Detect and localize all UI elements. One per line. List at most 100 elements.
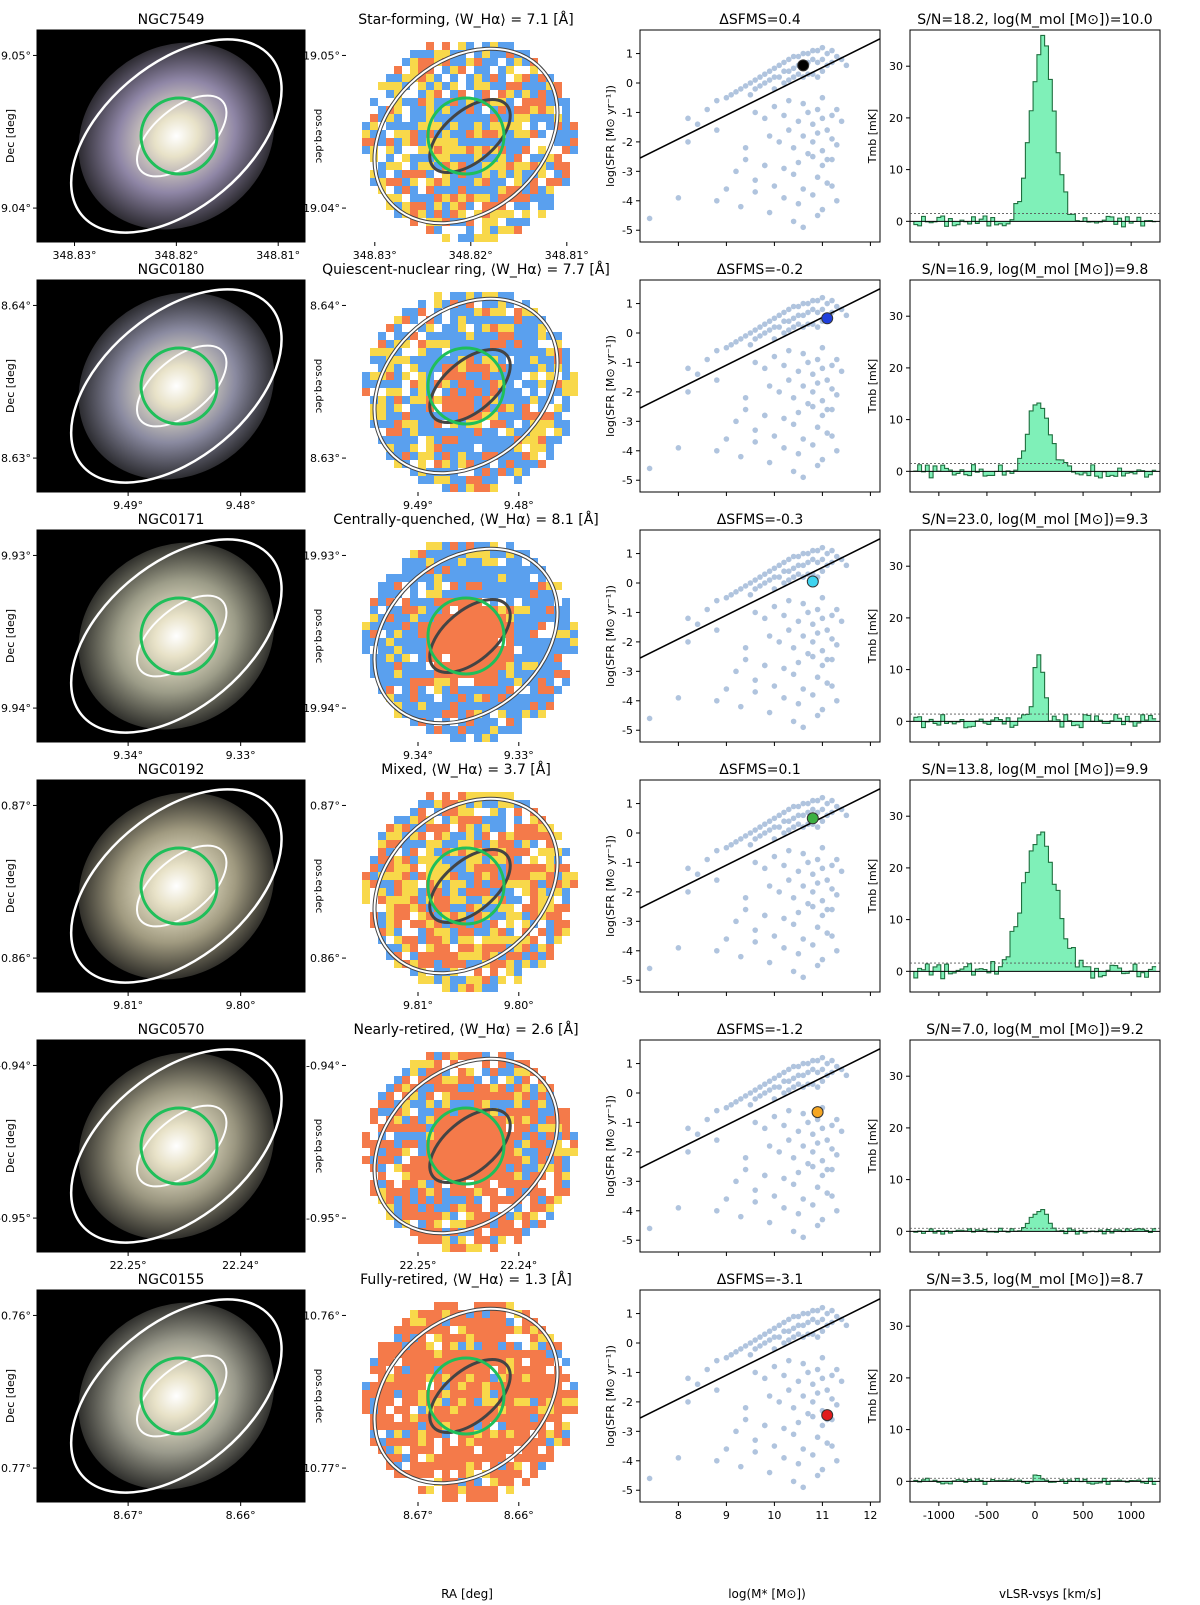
ewha-pixel — [474, 380, 482, 388]
ewha-pixel — [466, 582, 474, 590]
ewha-pixel — [442, 1414, 450, 1422]
ewha-pixel — [498, 380, 506, 388]
ewha-pixel — [514, 864, 522, 872]
ewha-pixel — [474, 476, 482, 484]
sample-point — [814, 630, 821, 636]
ewha-pixel — [410, 598, 418, 606]
ewha-pixel — [482, 1084, 490, 1092]
sample-point — [781, 809, 787, 816]
ewha-pixel — [546, 412, 554, 420]
ewha-pixel — [490, 186, 498, 194]
sample-point — [694, 1381, 701, 1388]
sample-point — [781, 945, 787, 951]
ewha-pixel — [418, 82, 426, 90]
sample-point — [800, 474, 806, 481]
ewha-pixel — [522, 1446, 530, 1454]
dec-axis-label-right: pos.eq.dec — [313, 109, 324, 164]
sample-point — [766, 709, 773, 716]
sfr-tick-label: -5 — [622, 224, 633, 237]
ewha-pixel — [546, 1358, 554, 1366]
ewha-pixel — [498, 574, 506, 582]
ewha-pixel — [538, 1358, 546, 1366]
ewha-pixel — [530, 436, 538, 444]
sample-point — [742, 1416, 749, 1423]
ewha-pixel — [474, 436, 482, 444]
ewha-pixel — [522, 1060, 530, 1068]
ewha-pixel — [394, 372, 402, 380]
ewha-pixel — [490, 1350, 498, 1358]
ewha-pixel — [466, 1446, 474, 1454]
sample-point — [790, 171, 797, 178]
ewha-pixel — [530, 444, 538, 452]
map-dec-tick-label: -0.95° — [306, 1212, 340, 1225]
sample-point — [766, 1328, 773, 1335]
ewha-pixel — [506, 1220, 514, 1228]
ewha-pixel — [458, 646, 466, 654]
sample-point — [776, 1399, 782, 1405]
sample-point — [800, 100, 806, 107]
ewha-pixel — [522, 1108, 530, 1116]
ewha-pixel — [402, 912, 410, 920]
ewha-pixel — [562, 1406, 570, 1414]
ewha-pixel — [458, 1326, 466, 1334]
ewha-pixel — [450, 896, 458, 904]
ewha-pixel — [434, 832, 442, 840]
ewha-pixel — [546, 1350, 554, 1358]
sfr-tick-label: -3 — [622, 415, 633, 428]
sample-point — [714, 947, 720, 954]
ewha-pixel — [506, 968, 514, 976]
ewha-pixel — [434, 1204, 442, 1212]
sample-point — [814, 606, 821, 613]
ewha-pixel — [546, 162, 554, 170]
sample-point — [834, 803, 840, 810]
ewha-class-title: Centrally-quenched, ⟨W_Hα⟩ = 8.1 [Å] — [333, 511, 599, 528]
sample-point — [771, 1325, 778, 1332]
sample-point — [752, 859, 758, 866]
ewha-pixel — [466, 130, 474, 138]
ewha-pixel — [442, 1196, 450, 1204]
sample-point — [762, 321, 768, 327]
ewha-pixel — [514, 824, 522, 832]
sample-point — [776, 62, 782, 69]
ewha-pixel — [562, 364, 570, 372]
ewha-pixel — [506, 1430, 514, 1438]
ewha-pixel — [466, 154, 474, 162]
ewha-pixel — [450, 920, 458, 928]
ewha-pixel — [466, 558, 474, 566]
sample-point — [728, 341, 734, 348]
ewha-pixel — [538, 582, 546, 590]
sample-point — [786, 847, 792, 854]
ewha-pixel — [530, 590, 538, 598]
ewha-pixel — [426, 840, 434, 848]
ewha-pixel — [554, 936, 562, 944]
ewha-pixel — [514, 1116, 522, 1124]
ewha-pixel — [458, 146, 466, 154]
ewha-pixel — [418, 154, 426, 162]
ewha-pixel — [506, 1164, 514, 1172]
ewha-pixel — [434, 412, 442, 420]
ewha-pixel — [466, 1398, 474, 1406]
ewha-pixel — [386, 598, 394, 606]
ewha-pixel — [450, 662, 458, 670]
ewha-pixel — [530, 1188, 538, 1196]
sfr-tick-label: -5 — [622, 974, 633, 987]
ewha-pixel — [506, 468, 514, 476]
ewha-pixel — [458, 1108, 466, 1116]
ewha-pixel — [546, 154, 554, 162]
ewha-pixel — [506, 1326, 514, 1334]
ewha-pixel — [426, 694, 434, 702]
ewha-pixel — [474, 308, 482, 316]
ewha-pixel — [522, 702, 530, 710]
ewha-pixel — [386, 694, 394, 702]
sample-point — [704, 106, 710, 113]
ewha-pixel — [530, 904, 538, 912]
ewha-pixel — [370, 1108, 378, 1116]
ewha-pixel — [546, 702, 554, 710]
sample-point — [771, 853, 778, 860]
ewha-pixel — [434, 1310, 442, 1318]
ewha-pixel — [394, 710, 402, 718]
ewha-pixel — [394, 1164, 402, 1172]
ewha-pixel — [546, 1108, 554, 1116]
ewha-pixel — [450, 1220, 458, 1228]
ewha-pixel — [474, 292, 482, 300]
